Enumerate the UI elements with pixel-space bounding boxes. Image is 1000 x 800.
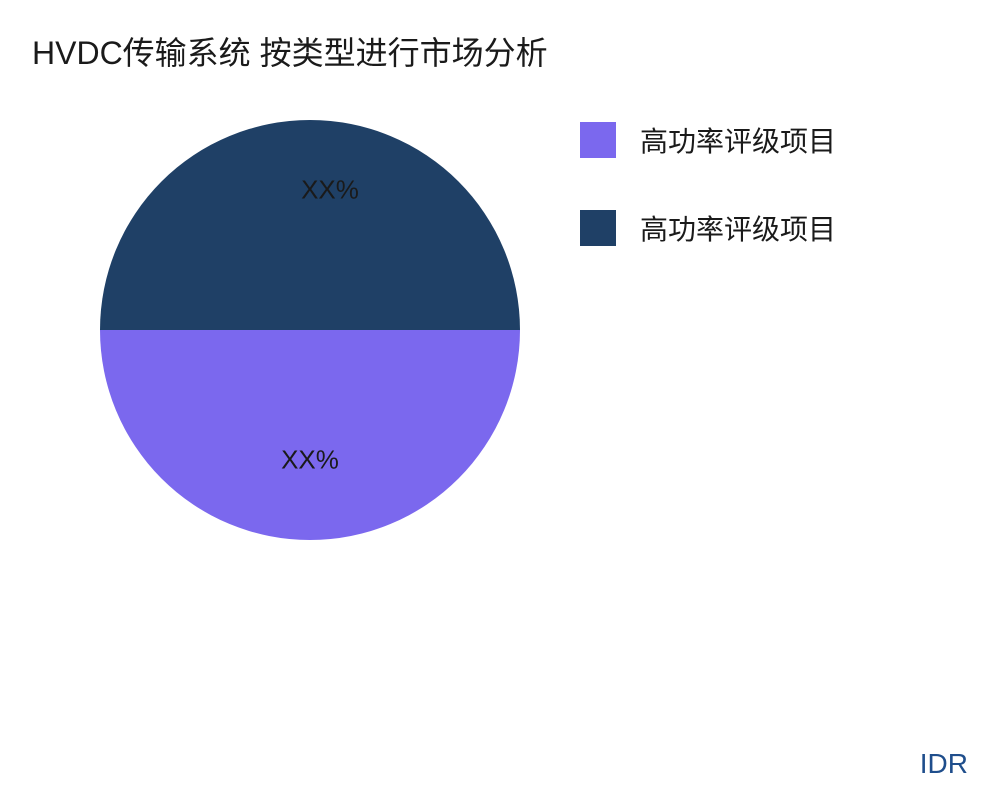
legend-item: 高功率评级项目 <box>580 120 836 160</box>
slice-label-top: XX% <box>301 175 359 206</box>
legend-label: 高功率评级项目 <box>640 208 836 248</box>
legend-item: 高功率评级项目 <box>580 208 836 248</box>
legend-swatch <box>580 210 616 246</box>
legend: 高功率评级项目 高功率评级项目 <box>580 120 836 296</box>
pie-chart: XX% XX% <box>100 120 520 540</box>
legend-label: 高功率评级项目 <box>640 120 836 160</box>
legend-swatch <box>580 122 616 158</box>
chart-title: HVDC传输系统 按类型进行市场分析 <box>32 28 548 74</box>
slice-label-bottom: XX% <box>281 445 339 476</box>
footer-watermark: IDR <box>920 748 968 780</box>
